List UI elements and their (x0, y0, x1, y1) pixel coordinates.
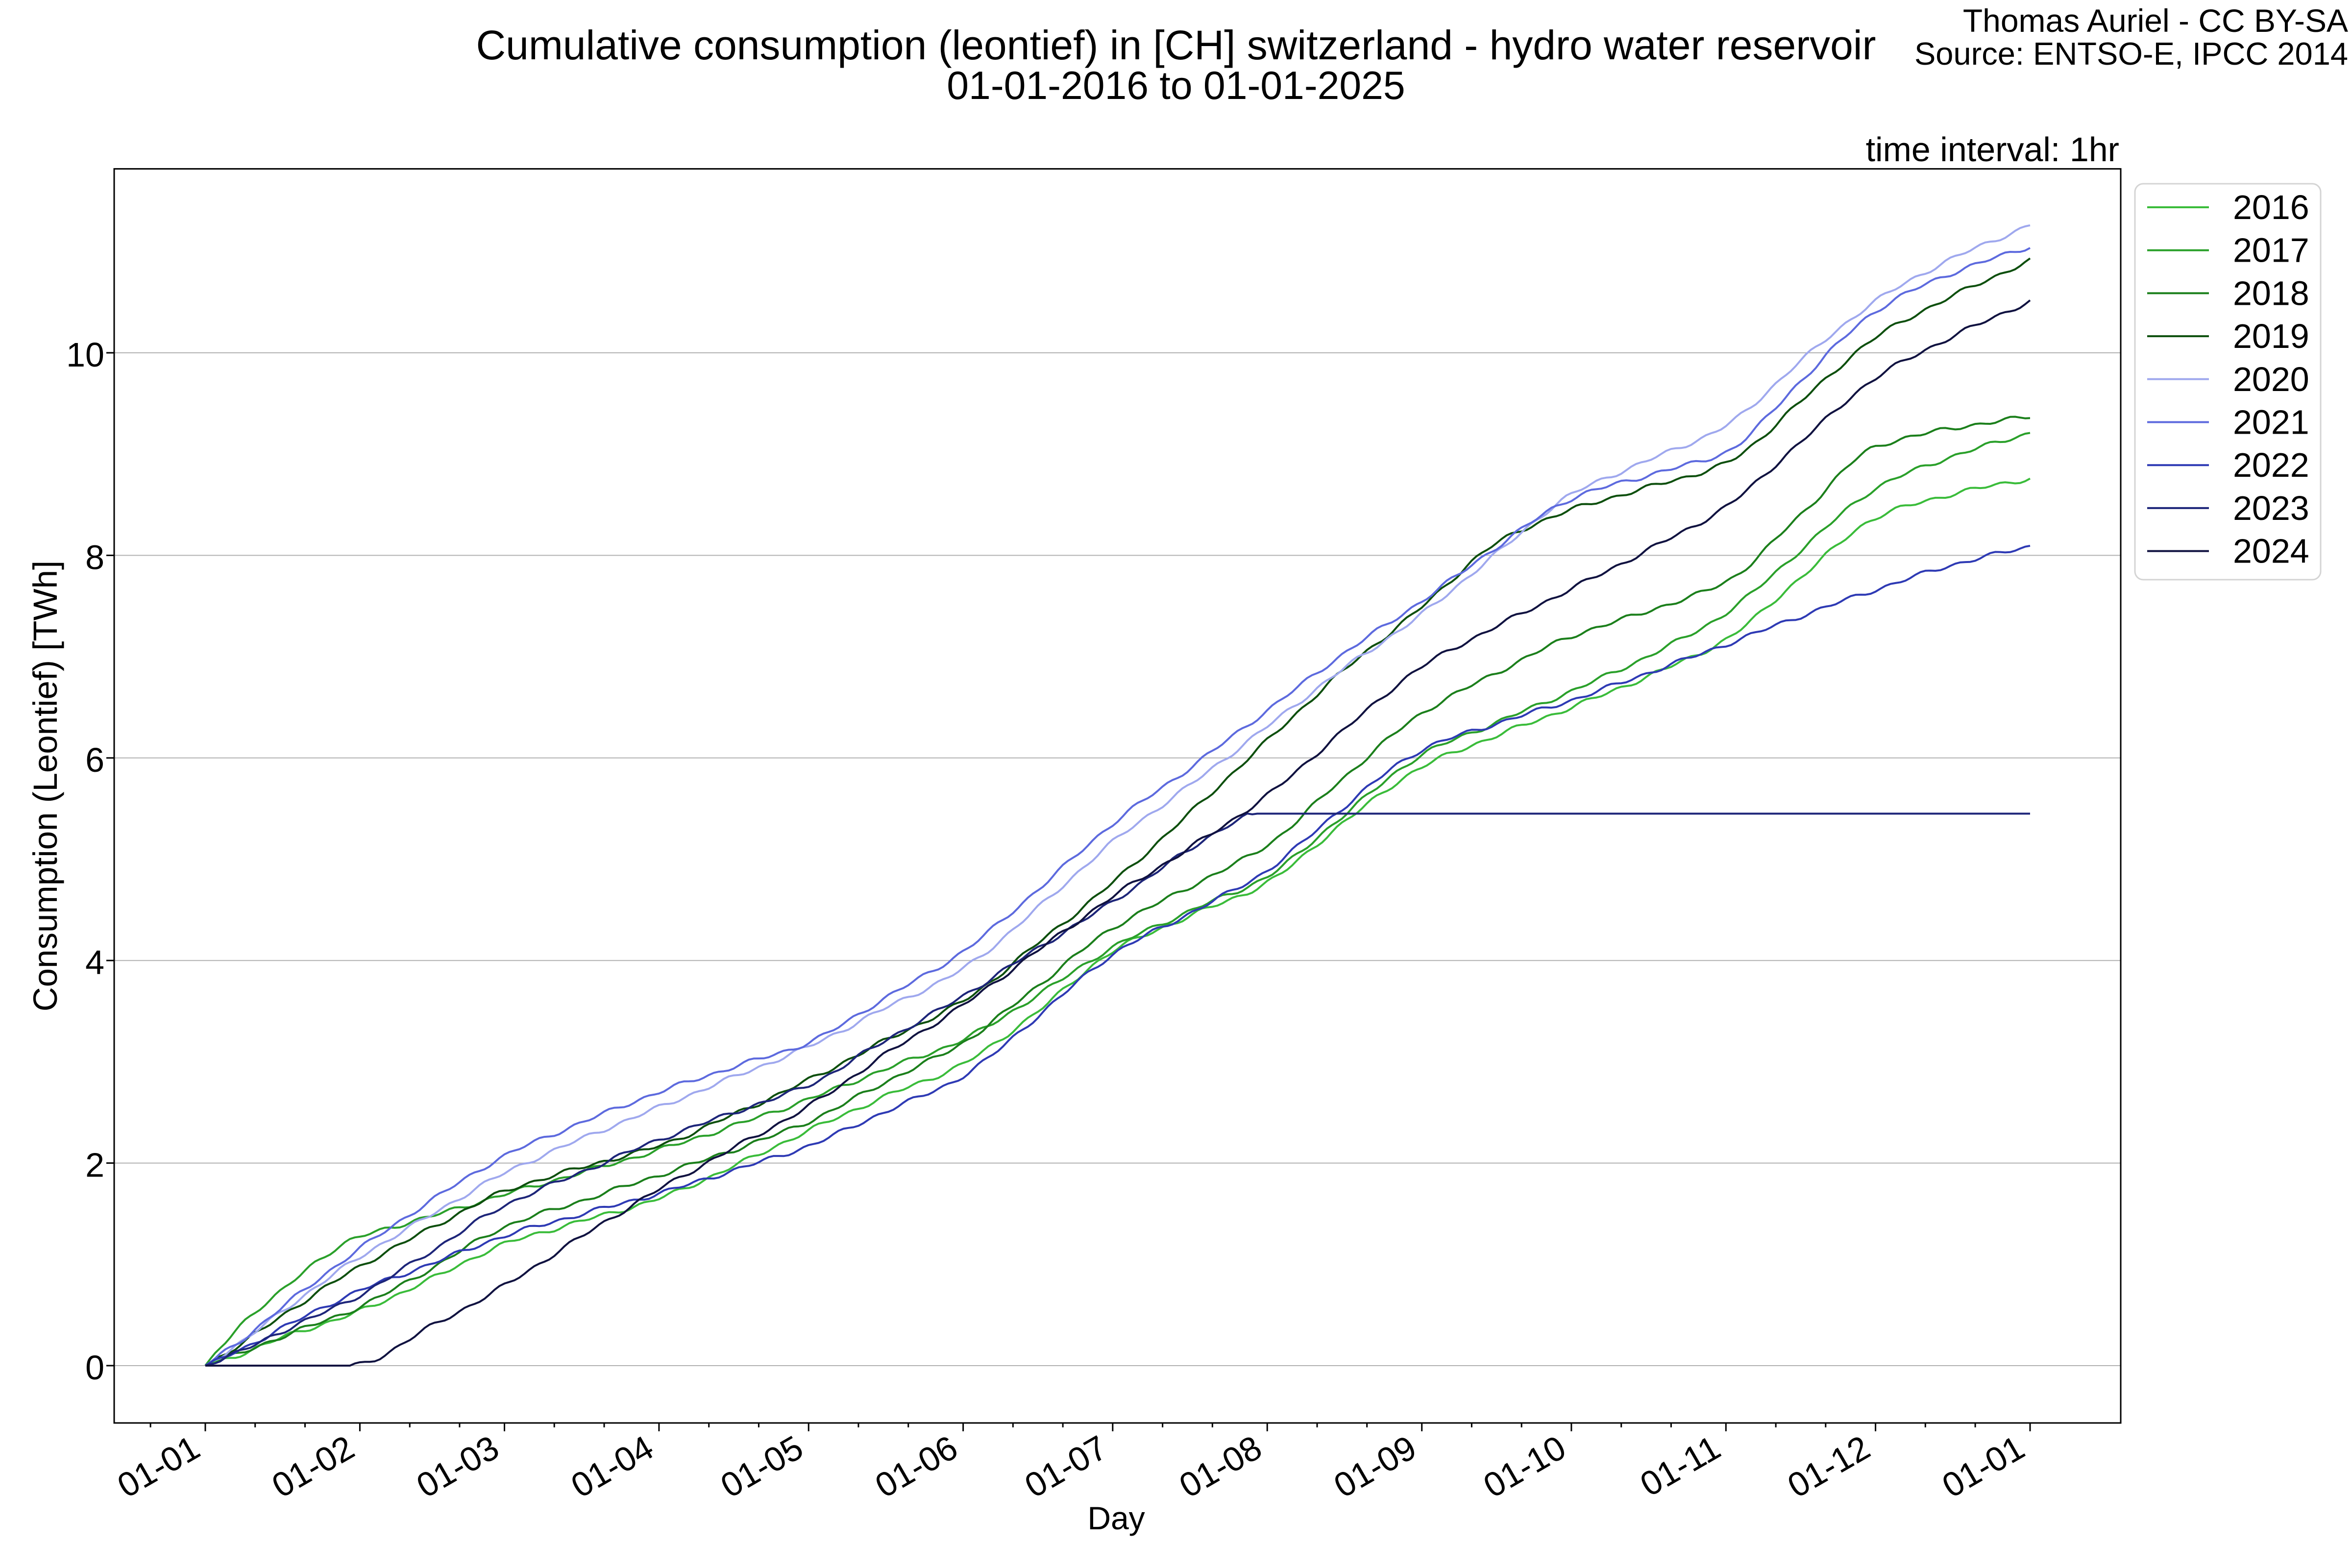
svg-text:2023: 2023 (2233, 489, 2309, 527)
svg-text:Day: Day (1087, 1500, 1145, 1536)
svg-text:8: 8 (85, 538, 104, 576)
svg-text:2022: 2022 (2233, 446, 2309, 484)
svg-text:01-01-2016 to 01-01-2025: 01-01-2016 to 01-01-2025 (947, 64, 1405, 108)
svg-text:2018: 2018 (2233, 274, 2309, 312)
svg-text:2: 2 (85, 1146, 104, 1184)
svg-text:Consumption (Leontief) [TWh]: Consumption (Leontief) [TWh] (26, 561, 64, 1011)
svg-text:2017: 2017 (2233, 231, 2309, 270)
svg-text:2016: 2016 (2233, 188, 2309, 226)
svg-text:2019: 2019 (2233, 317, 2309, 355)
svg-text:time interval: 1hr: time interval: 1hr (1866, 130, 2119, 169)
svg-text:4: 4 (85, 943, 104, 981)
svg-text:0: 0 (85, 1348, 104, 1387)
svg-text:2020: 2020 (2233, 360, 2309, 398)
svg-text:10: 10 (66, 336, 104, 374)
svg-text:2024: 2024 (2233, 532, 2309, 570)
svg-text:Thomas Auriel - CC BY-SA: Thomas Auriel - CC BY-SA (1963, 2, 2348, 39)
svg-text:2021: 2021 (2233, 403, 2309, 441)
svg-text:Source: ENTSO-E, IPCC 2014: Source: ENTSO-E, IPCC 2014 (1914, 36, 2348, 72)
svg-text:6: 6 (85, 741, 104, 779)
svg-text:Cumulative consumption (leonti: Cumulative consumption (leontief) in [CH… (476, 22, 1876, 68)
